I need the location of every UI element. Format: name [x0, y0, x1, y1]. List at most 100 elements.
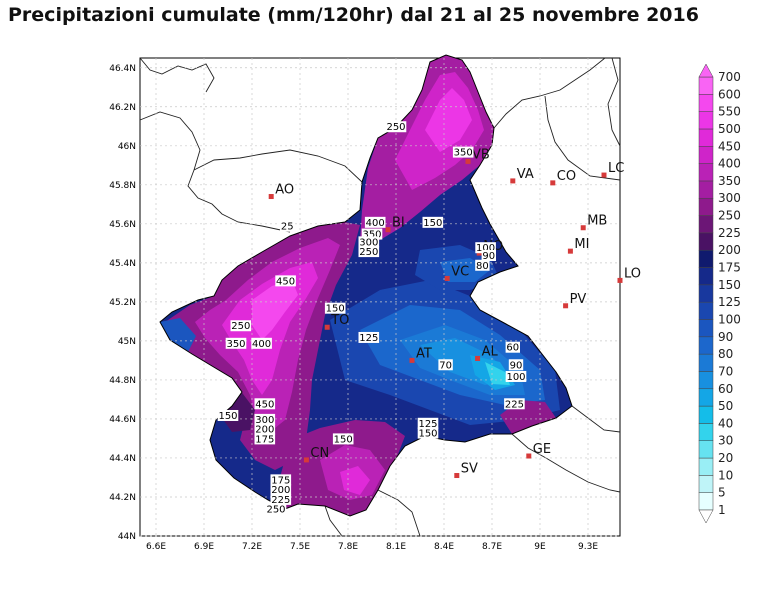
colorbar-label: 60: [718, 382, 733, 396]
contour-label: 300: [255, 415, 274, 426]
contour-label-bg: [358, 236, 380, 248]
colorbar-label: 175: [718, 261, 741, 275]
contour-label-bg: [275, 275, 296, 287]
city-label: MI: [574, 237, 589, 252]
contour-label-bg: [270, 493, 292, 505]
colorbar-swatch: [698, 457, 714, 476]
lon-tick-label: 6.9E: [194, 542, 214, 552]
contour-label-bg: [417, 417, 439, 429]
contour-label-bg: [475, 259, 490, 271]
colorbar-swatch: [698, 180, 714, 199]
colorbar-label: 500: [718, 122, 741, 136]
lon-tick-label: 8.1E: [386, 542, 406, 552]
colorbar-label: 150: [718, 278, 741, 292]
colorbar-label: 450: [718, 139, 741, 153]
contour-label: 150: [218, 411, 237, 422]
contour-label: 150: [334, 434, 353, 445]
contour-label: 60: [506, 343, 519, 354]
contour-label-bg: [508, 359, 524, 371]
lat-tick-label: 45.2N: [109, 298, 136, 308]
lat-tick-label: 44N: [118, 532, 136, 542]
contour-label: 250: [231, 321, 250, 332]
colorbar-label: 350: [718, 174, 741, 188]
lat-tick-label: 44.8N: [109, 376, 136, 386]
colorbar-swatch: [698, 301, 714, 320]
piemonte-border: [159, 54, 573, 517]
colorbar-label: 100: [718, 312, 741, 326]
colorbar-label: 200: [718, 243, 741, 257]
colorbar-max-arrow: [698, 63, 714, 78]
colorbar-min-arrow: [698, 509, 714, 524]
city-marker: [385, 227, 391, 233]
contour-label: 100: [506, 372, 525, 383]
city-marker: [324, 324, 330, 330]
city-label: MB: [587, 214, 607, 229]
colorbar-label: 550: [718, 105, 741, 119]
lon-tick-label: 9E: [534, 542, 546, 552]
colorbar-swatch: [698, 232, 714, 251]
contour-label: 450: [276, 276, 295, 287]
city-marker: [444, 275, 450, 281]
colorbar-swatch: [698, 215, 714, 234]
contour-label: 100: [476, 243, 495, 254]
city-label: LO: [624, 266, 641, 281]
contour-label-bg: [225, 337, 247, 349]
city-label: SV: [461, 462, 478, 477]
city-label: AO: [275, 183, 294, 198]
contour-label: 250: [266, 505, 285, 516]
contour-label: 70: [439, 360, 452, 371]
contour-label: 90: [510, 360, 523, 371]
lon-tick-label: 8.4E: [434, 542, 454, 552]
city-label: AT: [416, 346, 432, 361]
lat-tick-label: 46.4N: [109, 64, 136, 74]
contour-label: 200: [271, 485, 290, 496]
contour-label-bg: [270, 474, 292, 486]
colorbar-swatch: [698, 76, 714, 95]
contour-label-bg: [280, 220, 295, 232]
colorbar-label: 400: [718, 157, 741, 171]
city-marker: [454, 473, 460, 479]
contour-label: 225: [271, 495, 290, 506]
city-marker: [303, 457, 309, 463]
contour-label: 250: [386, 122, 405, 133]
contour-label: 450: [255, 399, 274, 410]
city-label: VC: [451, 264, 469, 279]
city-label: GE: [533, 442, 551, 457]
contour-label-bg: [265, 503, 287, 515]
city-label: PV: [570, 292, 587, 307]
contour-label-bg: [417, 427, 439, 439]
colorbar-swatch: [698, 336, 714, 355]
city-marker: [268, 194, 274, 200]
colorbar-label: 50: [718, 399, 733, 413]
city-marker: [601, 172, 607, 178]
colorbar-label: 90: [718, 330, 733, 344]
colorbar-swatch: [698, 284, 714, 303]
colorbar-label: 70: [718, 364, 733, 378]
contour-label-bg: [505, 370, 527, 382]
contour-label: 125: [359, 333, 378, 344]
contour-label-bg: [358, 331, 380, 343]
city-marker: [617, 277, 623, 283]
colorbar-swatch: [698, 319, 714, 338]
lon-tick-label: 7.8E: [338, 542, 358, 552]
contour-label: 125: [418, 419, 437, 430]
colorbar-label: 225: [718, 226, 741, 240]
lon-tick-label: 7.5E: [290, 542, 310, 552]
lat-tick-label: 45.4N: [109, 259, 136, 269]
contour-label-bg: [332, 433, 354, 445]
lon-tick-label: 9.3E: [578, 542, 598, 552]
colorbar-swatch: [698, 371, 714, 390]
contour-label: 80: [476, 261, 489, 272]
colorbar-label: 80: [718, 347, 733, 361]
contour-label-bg: [364, 216, 386, 228]
lon-tick-label: 7.2E: [242, 542, 262, 552]
colorbar-swatch: [698, 111, 714, 130]
colorbar-swatch: [698, 197, 714, 216]
lat-tick-label: 46N: [118, 142, 136, 152]
contour-label: 200: [255, 425, 274, 436]
city-marker: [563, 303, 569, 309]
contour-label: 225: [505, 399, 524, 410]
city-label: LC: [608, 161, 624, 176]
contour-label: 25: [281, 222, 294, 233]
colorbar-label: 40: [718, 416, 733, 430]
